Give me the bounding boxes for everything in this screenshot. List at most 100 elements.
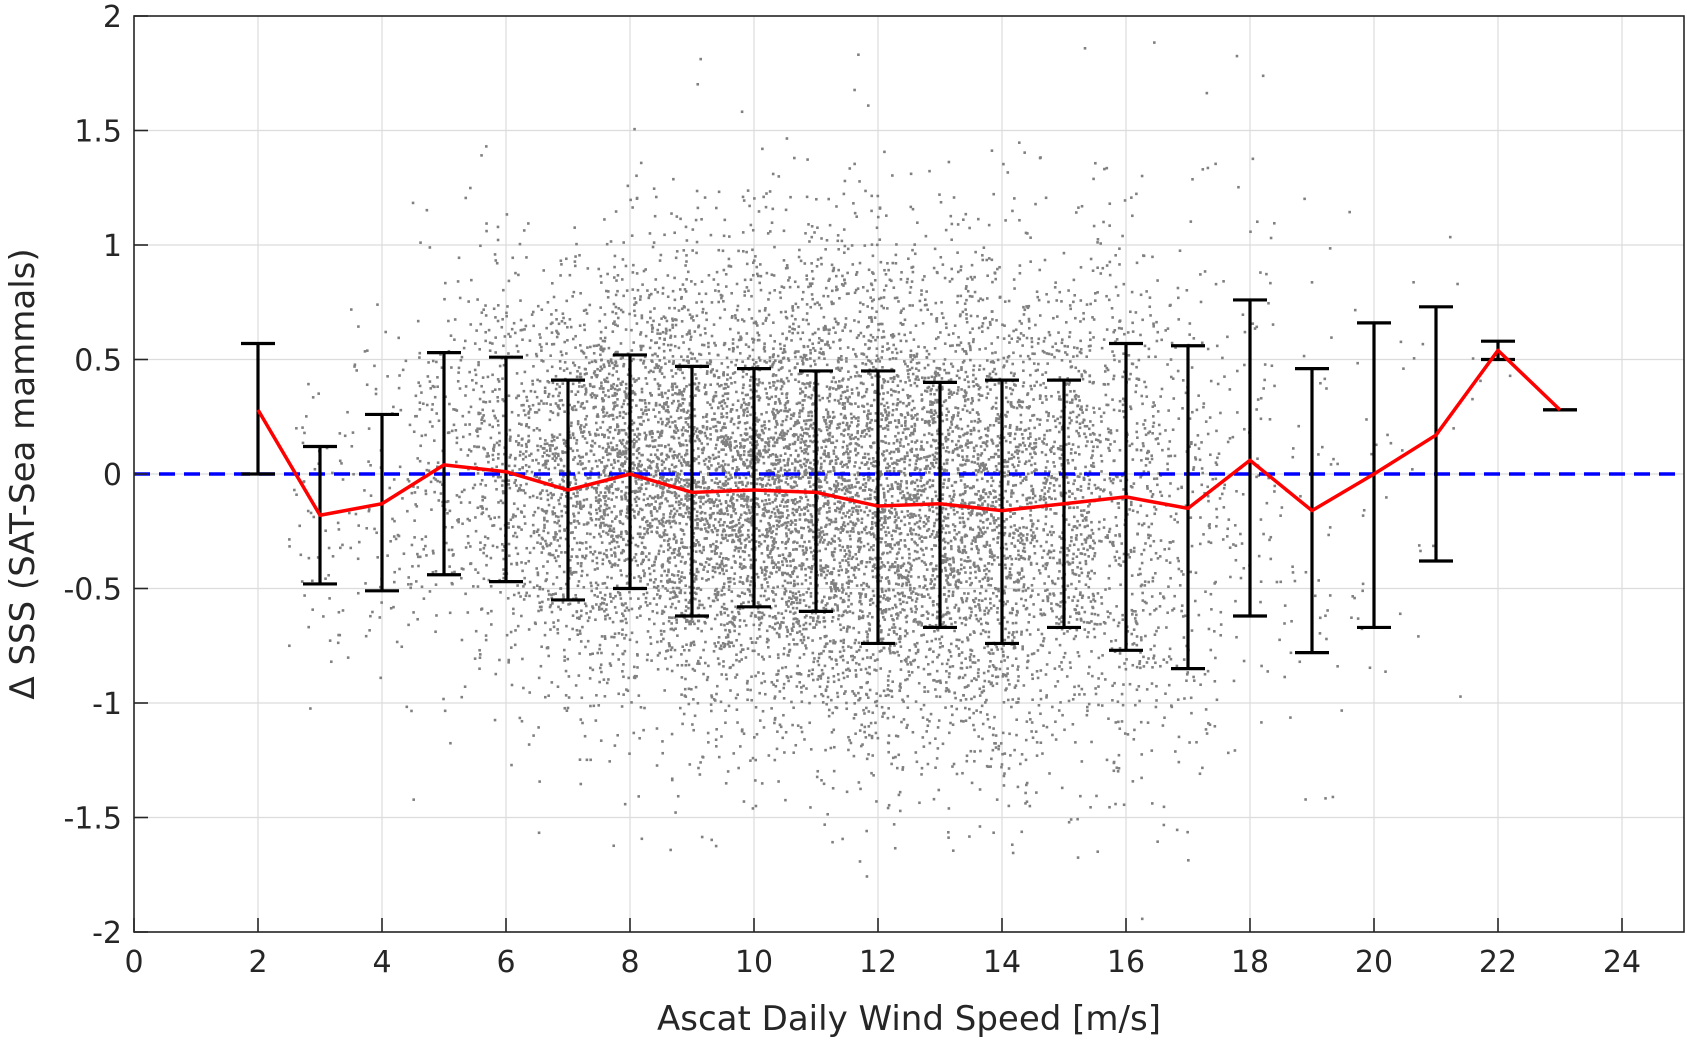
scatter-point xyxy=(739,562,742,565)
scatter-point xyxy=(724,402,727,405)
scatter-point xyxy=(616,585,619,588)
scatter-point xyxy=(705,579,708,582)
scatter-point xyxy=(658,347,661,350)
scatter-point xyxy=(697,607,700,610)
scatter-point xyxy=(740,504,743,507)
scatter-point xyxy=(689,332,692,335)
scatter-point xyxy=(649,317,652,320)
scatter-point xyxy=(673,508,676,511)
scatter-point xyxy=(684,592,687,595)
scatter-point xyxy=(633,442,636,445)
scatter-point xyxy=(565,625,568,628)
scatter-point xyxy=(743,620,746,623)
scatter-point xyxy=(658,520,661,523)
scatter-point xyxy=(421,538,424,541)
scatter-point xyxy=(677,400,680,403)
scatter-point xyxy=(600,385,603,388)
scatter-point xyxy=(649,636,652,639)
scatter-point xyxy=(665,403,668,406)
scatter-point xyxy=(735,697,738,700)
scatter-point xyxy=(557,520,560,523)
scatter-point xyxy=(723,269,726,272)
scatter-point xyxy=(674,335,677,338)
scatter-point xyxy=(483,420,486,423)
scatter-point xyxy=(617,432,620,435)
scatter-point xyxy=(646,583,649,586)
scatter-point xyxy=(560,350,563,353)
scatter-point xyxy=(696,314,699,317)
scatter-point xyxy=(763,360,766,363)
scatter-point xyxy=(732,347,735,350)
scatter-point xyxy=(523,504,526,507)
scatter-point xyxy=(632,537,635,540)
scatter-point xyxy=(785,433,788,436)
scatter-point xyxy=(536,445,539,448)
scatter-point xyxy=(656,329,659,332)
scatter-point xyxy=(573,226,576,229)
scatter-point xyxy=(519,243,522,246)
scatter-point xyxy=(723,624,726,627)
scatter-point xyxy=(716,563,719,566)
scatter-point xyxy=(728,258,731,261)
scatter-point xyxy=(596,652,599,655)
scatter-point xyxy=(562,596,565,599)
scatter-point xyxy=(764,319,767,322)
scatter-point xyxy=(744,365,747,368)
scatter-point xyxy=(678,600,681,603)
scatter-point xyxy=(779,724,782,727)
scatter-point xyxy=(598,445,601,448)
scatter-point xyxy=(674,318,677,321)
scatter-point xyxy=(474,568,477,571)
scatter-point xyxy=(312,396,315,399)
scatter-point xyxy=(734,606,737,609)
scatter-point xyxy=(754,759,757,762)
scatter-point xyxy=(570,555,573,558)
scatter-point xyxy=(748,346,751,349)
scatter-point xyxy=(469,501,472,504)
scatter-point xyxy=(670,344,673,347)
scatter-point xyxy=(772,591,775,594)
scatter-point xyxy=(386,554,389,557)
scatter-point xyxy=(730,641,733,644)
scatter-point xyxy=(563,442,566,445)
scatter-point xyxy=(765,206,768,209)
scatter-point xyxy=(737,767,740,770)
scatter-point xyxy=(709,457,712,460)
scatter-point xyxy=(545,402,548,405)
scatter-point xyxy=(673,231,676,234)
scatter-point xyxy=(601,387,604,390)
scatter-point xyxy=(681,571,684,574)
scatter-point xyxy=(582,468,585,471)
scatter-point xyxy=(700,496,703,499)
scatter-point xyxy=(696,568,699,571)
scatter-point xyxy=(463,347,466,350)
scatter-point xyxy=(532,404,535,407)
scatter-point xyxy=(672,457,675,460)
scatter-point xyxy=(640,162,643,165)
scatter-point xyxy=(557,454,560,457)
scatter-point xyxy=(713,323,716,326)
scatter-point xyxy=(588,616,591,619)
scatter-point xyxy=(564,322,567,325)
scatter-point xyxy=(613,303,616,306)
scatter-point xyxy=(473,445,476,448)
scatter-point xyxy=(351,445,354,448)
scatter-point xyxy=(364,350,367,353)
scatter-point xyxy=(552,453,555,456)
scatter-point xyxy=(664,657,667,660)
scatter-point xyxy=(845,357,848,360)
scatter-point xyxy=(571,548,574,551)
scatter-point xyxy=(472,487,475,490)
scatter-point xyxy=(521,438,524,441)
scatter-point xyxy=(460,577,463,580)
scatter-point xyxy=(726,438,729,441)
scatter-point xyxy=(639,614,642,617)
scatter-point xyxy=(622,523,625,526)
scatter-point xyxy=(528,405,531,408)
scatter-point xyxy=(656,587,659,590)
scatter-point xyxy=(743,493,746,496)
scatter-point xyxy=(720,673,723,676)
scatter-point xyxy=(705,458,708,461)
scatter-point xyxy=(710,529,713,532)
scatter-point xyxy=(617,545,620,548)
